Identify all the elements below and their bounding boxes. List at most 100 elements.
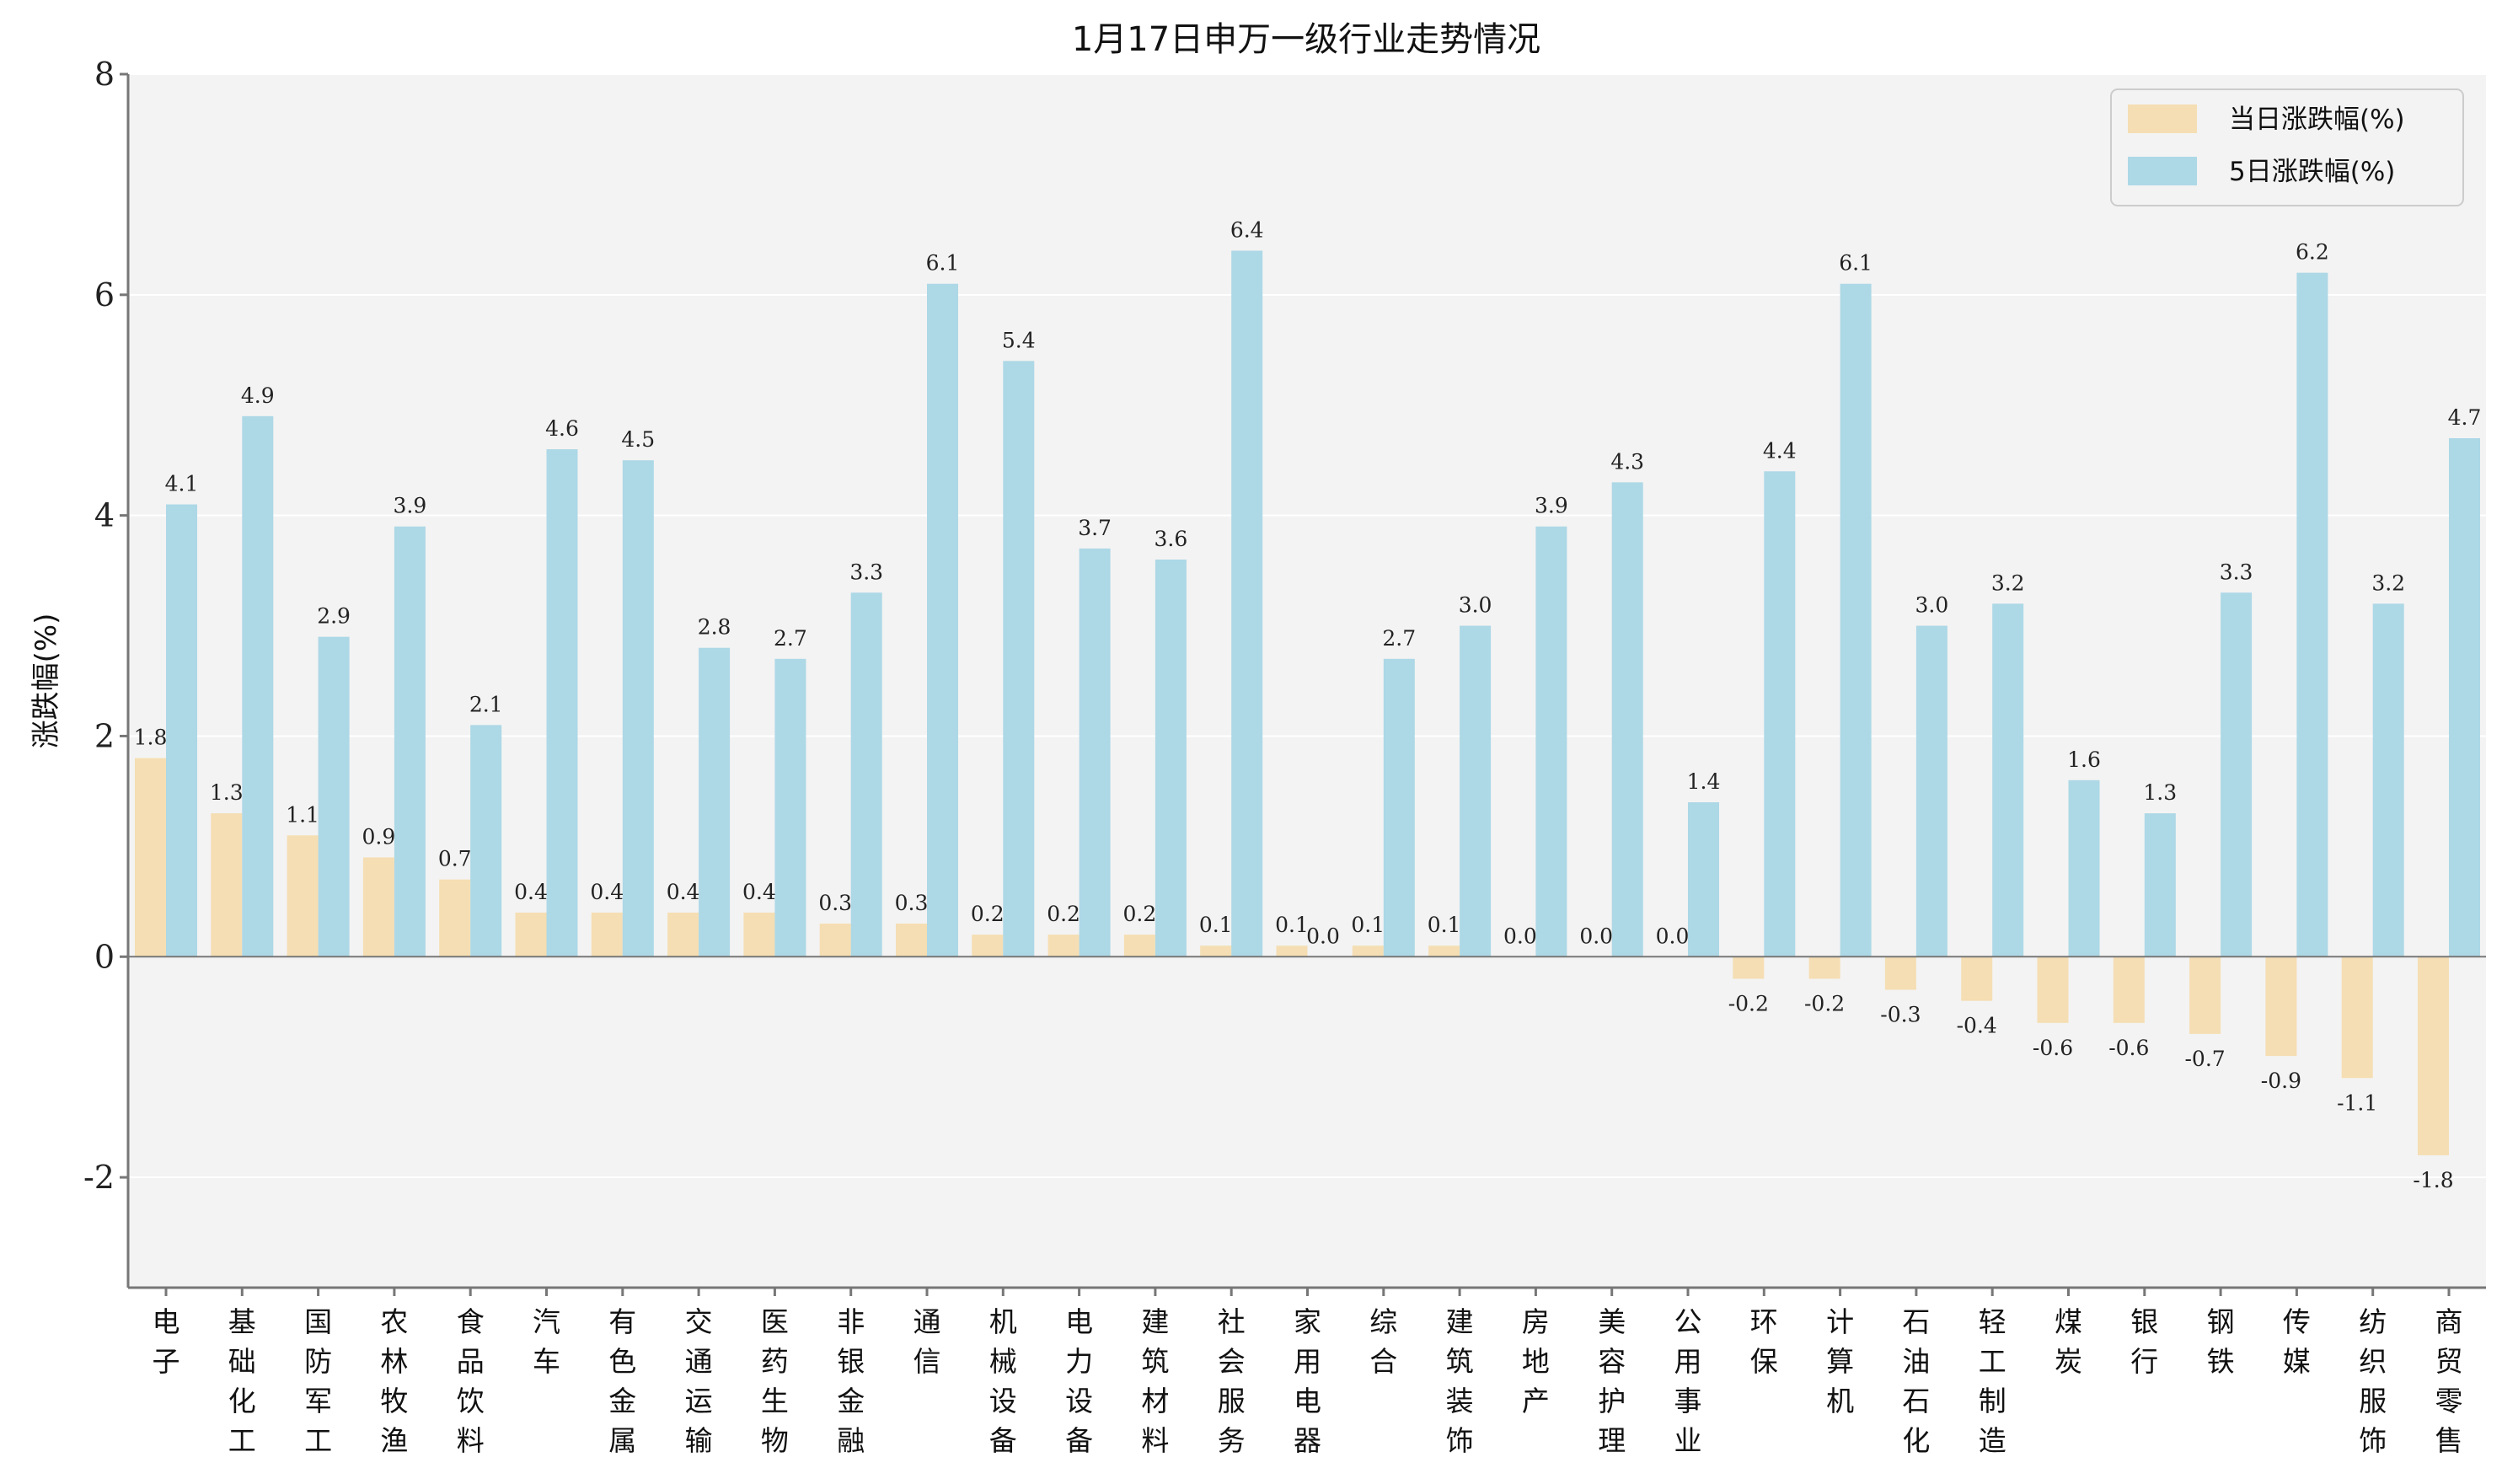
bar-five-day bbox=[2296, 272, 2328, 957]
bar-daily bbox=[896, 924, 927, 957]
data-label-daily: 0.2 bbox=[1047, 902, 1080, 926]
bar-five-day bbox=[774, 658, 806, 957]
x-tick-label: 医药生物 bbox=[761, 1305, 789, 1457]
data-label-five-day: 2.8 bbox=[698, 615, 731, 640]
data-label-five-day: 6.1 bbox=[926, 251, 960, 276]
bars bbox=[135, 250, 2480, 1155]
data-label-daily: -0.2 bbox=[1804, 991, 1845, 1015]
data-label-five-day: 4.9 bbox=[241, 383, 275, 408]
x-tick-label: 综合 bbox=[1369, 1305, 1397, 1378]
x-tick-label: 电子 bbox=[153, 1305, 180, 1378]
bar-five-day bbox=[1383, 658, 1415, 957]
x-tick-label: 食品饮料 bbox=[457, 1305, 485, 1457]
legend-label-five-day: 5日涨跌幅(%) bbox=[2229, 157, 2395, 187]
bar-five-day bbox=[546, 449, 578, 957]
bar-daily bbox=[1276, 946, 1308, 957]
data-label-five-day: 4.6 bbox=[545, 416, 579, 441]
bar-daily bbox=[135, 758, 166, 957]
x-tick-label: 通信 bbox=[913, 1305, 941, 1378]
data-label-daily: 0.4 bbox=[514, 880, 548, 904]
x-tick-label: 非银金融 bbox=[837, 1305, 865, 1457]
x-tick-label: 石油石化 bbox=[1902, 1305, 1930, 1457]
data-label-daily: 1.3 bbox=[210, 780, 244, 805]
bar-daily bbox=[2037, 956, 2069, 1023]
data-label-five-day: 5.4 bbox=[1002, 328, 1036, 352]
legend-box bbox=[2110, 88, 2464, 206]
x-tick-label: 商贸零售 bbox=[2435, 1305, 2463, 1457]
data-label-five-day: 4.4 bbox=[1763, 438, 1797, 463]
data-label-five-day: 0.0 bbox=[1306, 924, 1340, 948]
bar-five-day bbox=[622, 460, 654, 957]
data-label-daily: 0.4 bbox=[742, 880, 776, 904]
data-label-daily: -0.7 bbox=[2184, 1047, 2225, 1071]
data-label-daily: 0.1 bbox=[1351, 913, 1385, 937]
data-label-five-day: 4.3 bbox=[1610, 449, 1644, 474]
bar-five-day bbox=[1992, 603, 2024, 957]
data-label-five-day: 3.2 bbox=[2371, 571, 2405, 595]
data-label-five-day: 3.9 bbox=[1535, 494, 1568, 518]
bar-five-day bbox=[1535, 526, 1567, 957]
y-tick-label: 2 bbox=[94, 717, 115, 754]
bar-five-day bbox=[1764, 471, 1796, 957]
data-label-five-day: 1.6 bbox=[2067, 747, 2101, 772]
x-tick-label: 美容护理 bbox=[1598, 1305, 1626, 1457]
data-label-daily: 0.4 bbox=[667, 880, 700, 904]
y-ticks: -2 0 2 4 6 8 bbox=[83, 56, 128, 1196]
x-tick-label: 公用事业 bbox=[1674, 1305, 1702, 1457]
plot-background bbox=[128, 74, 2486, 1288]
bar-daily bbox=[2418, 956, 2449, 1155]
bar-daily bbox=[1428, 946, 1460, 957]
bar-daily bbox=[743, 912, 775, 957]
bar-daily bbox=[667, 912, 699, 957]
data-label-daily: 0.9 bbox=[362, 824, 396, 849]
x-tick-label: 基础化工 bbox=[228, 1305, 256, 1457]
bar-five-day bbox=[2449, 438, 2480, 957]
data-label-daily: 1.1 bbox=[286, 802, 319, 827]
bar-daily bbox=[591, 912, 623, 957]
y-tick-label: 0 bbox=[94, 938, 115, 975]
bar-daily bbox=[1961, 956, 1993, 1001]
bar-daily bbox=[1884, 956, 1916, 990]
data-label-five-day: 1.4 bbox=[1687, 769, 1721, 794]
data-label-daily: 0.1 bbox=[1428, 913, 1461, 937]
x-tick-label: 农林牧渔 bbox=[380, 1305, 408, 1457]
x-tick-label: 钢铁 bbox=[2207, 1305, 2235, 1378]
x-tick-label: 房地产 bbox=[1522, 1305, 1550, 1417]
x-tick-label: 电力设备 bbox=[1065, 1305, 1093, 1457]
data-label-daily: 0.3 bbox=[818, 891, 852, 915]
bar-five-day bbox=[1231, 250, 1263, 957]
bar-daily bbox=[972, 935, 1004, 957]
y-tick-label: 4 bbox=[94, 497, 115, 534]
data-label-five-day: 3.9 bbox=[394, 494, 427, 518]
data-label-five-day: 3.3 bbox=[849, 560, 883, 584]
x-tick-label: 煤炭 bbox=[2055, 1305, 2082, 1378]
bar-daily bbox=[2265, 956, 2297, 1057]
data-label-daily: -0.3 bbox=[1880, 1003, 1921, 1027]
bar-daily bbox=[819, 924, 851, 957]
bar-daily bbox=[515, 912, 547, 957]
bar-daily bbox=[1123, 935, 1155, 957]
bar-five-day bbox=[1079, 548, 1111, 957]
bar-five-day bbox=[1611, 482, 1643, 957]
x-tick-label: 轻工制造 bbox=[1979, 1305, 2006, 1457]
bar-five-day bbox=[318, 636, 350, 957]
data-label-daily: 0.2 bbox=[971, 902, 1005, 926]
bar-five-day bbox=[699, 647, 731, 957]
legend-swatch-five-day bbox=[2128, 157, 2197, 185]
bar-daily bbox=[1047, 935, 1080, 957]
data-label-five-day: 2.7 bbox=[1382, 626, 1416, 651]
chart-title: 1月17日申万一级行业走势情况 bbox=[1072, 20, 1540, 59]
data-label-daily: -1.1 bbox=[2337, 1090, 2377, 1115]
bar-five-day bbox=[2221, 592, 2253, 957]
bar-daily bbox=[1352, 946, 1384, 957]
data-label-five-day: 1.3 bbox=[2143, 780, 2177, 805]
y-tick-label: -2 bbox=[83, 1159, 115, 1196]
x-tick-label: 机械设备 bbox=[989, 1305, 1017, 1457]
bar-five-day bbox=[166, 504, 197, 957]
data-label-five-day: 4.5 bbox=[621, 427, 655, 452]
bar-daily bbox=[287, 835, 319, 957]
legend-swatch-daily bbox=[2128, 104, 2197, 133]
bar-five-day bbox=[850, 592, 882, 957]
data-label-daily: -0.6 bbox=[2108, 1036, 2149, 1060]
